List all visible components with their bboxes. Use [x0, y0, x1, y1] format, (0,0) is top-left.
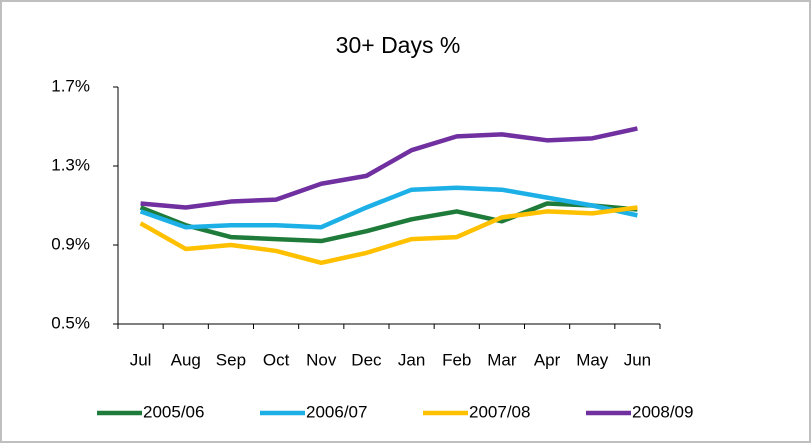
- legend-label: 2006/07: [306, 402, 367, 421]
- y-tick-label: 0.5%: [51, 313, 90, 332]
- y-tick-label: 1.7%: [51, 76, 90, 95]
- x-tick-label: Feb: [442, 350, 471, 369]
- series-line: [140, 126, 638, 210]
- x-tick-label: Apr: [534, 350, 561, 369]
- x-tick-label: Sep: [216, 350, 246, 369]
- chart-title: 30+ Days %: [336, 32, 461, 58]
- series-line: [139, 205, 638, 266]
- x-tick-label: Jul: [130, 350, 152, 369]
- legend-label: 2008/09: [632, 402, 693, 421]
- x-tick-label: Nov: [306, 350, 337, 369]
- x-tick-label: May: [576, 350, 609, 369]
- x-tick-label: Mar: [487, 350, 517, 369]
- y-tick-label: 0.9%: [51, 234, 90, 253]
- legend-label: 2005/06: [143, 402, 204, 421]
- x-tick-label: Jun: [624, 350, 651, 369]
- y-tick-label: 1.3%: [51, 155, 90, 174]
- legend-label: 2007/08: [469, 402, 530, 421]
- x-tick-label: Dec: [351, 350, 382, 369]
- series-line: [139, 201, 638, 244]
- x-tick-label: Jan: [398, 350, 425, 369]
- series-line: [139, 185, 638, 230]
- x-tick-label: Oct: [263, 350, 290, 369]
- x-tick-label: Aug: [171, 350, 201, 369]
